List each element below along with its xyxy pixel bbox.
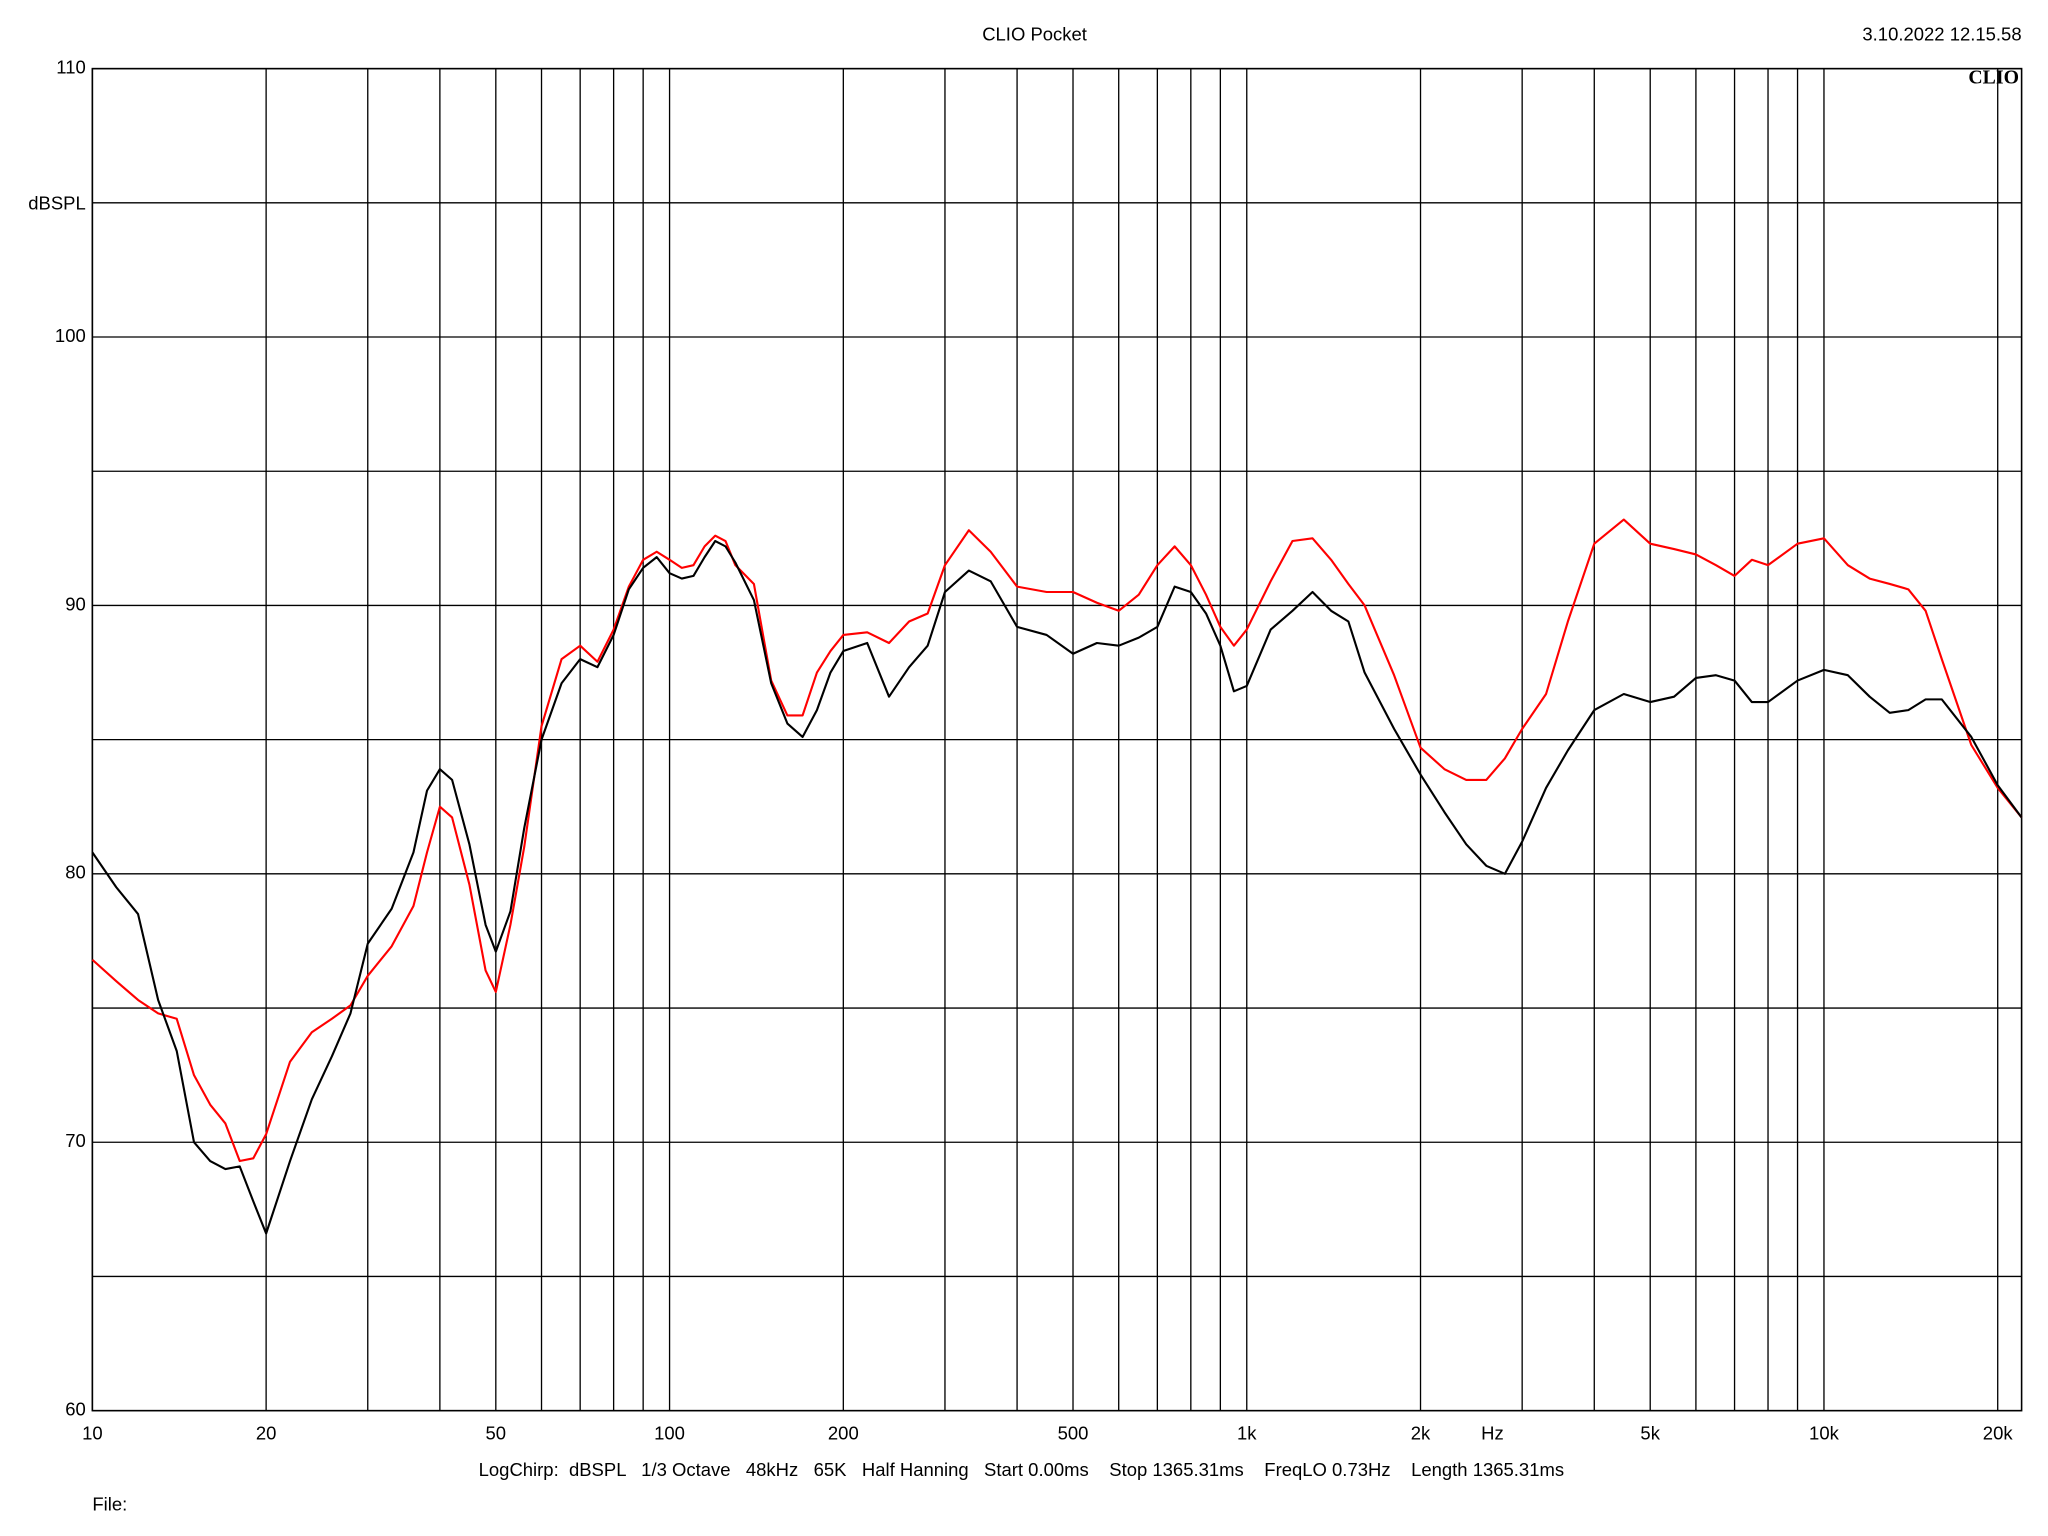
series-line [91, 539, 2023, 1235]
y-tick-label: 80 [65, 862, 86, 883]
x-tick-label: 100 [654, 1422, 685, 1443]
chart-title: CLIO Pocket [982, 24, 1087, 45]
x-tick-label: 2k [1411, 1422, 1431, 1443]
x-tick-label: 500 [1058, 1422, 1089, 1443]
x-tick-label: 200 [828, 1422, 859, 1443]
logo: CLIO [1968, 67, 2019, 89]
y-tick-label: 100 [55, 325, 86, 346]
y-tick-label: 110 [56, 56, 85, 77]
x-tick-label: 50 [486, 1422, 507, 1443]
footer: LogChirp: dBSPL 1/3 Octave 48kHz 65K Hal… [479, 1459, 1564, 1480]
y-tick-label: 60 [65, 1399, 86, 1420]
x-tick-label: 10k [1809, 1422, 1840, 1443]
y-axis-label: dBSPL [28, 192, 86, 213]
y-tick-label: 70 [65, 1130, 86, 1151]
x-tick-label: 1k [1237, 1422, 1257, 1443]
y-tick-label: 90 [65, 593, 86, 614]
x-tick-label: 20 [256, 1422, 277, 1443]
series-line [91, 518, 2023, 1163]
x-tick-label: 5k [1640, 1422, 1660, 1443]
plot-frame [91, 67, 2023, 1412]
file-label: File: [92, 1494, 127, 1515]
x-unit-label: Hz [1481, 1422, 1504, 1443]
x-tick-label: 10 [82, 1422, 103, 1443]
timestamp: 3.10.2022 12.15.58 [1862, 24, 2021, 45]
x-tick-label: 20k [1983, 1422, 2014, 1443]
